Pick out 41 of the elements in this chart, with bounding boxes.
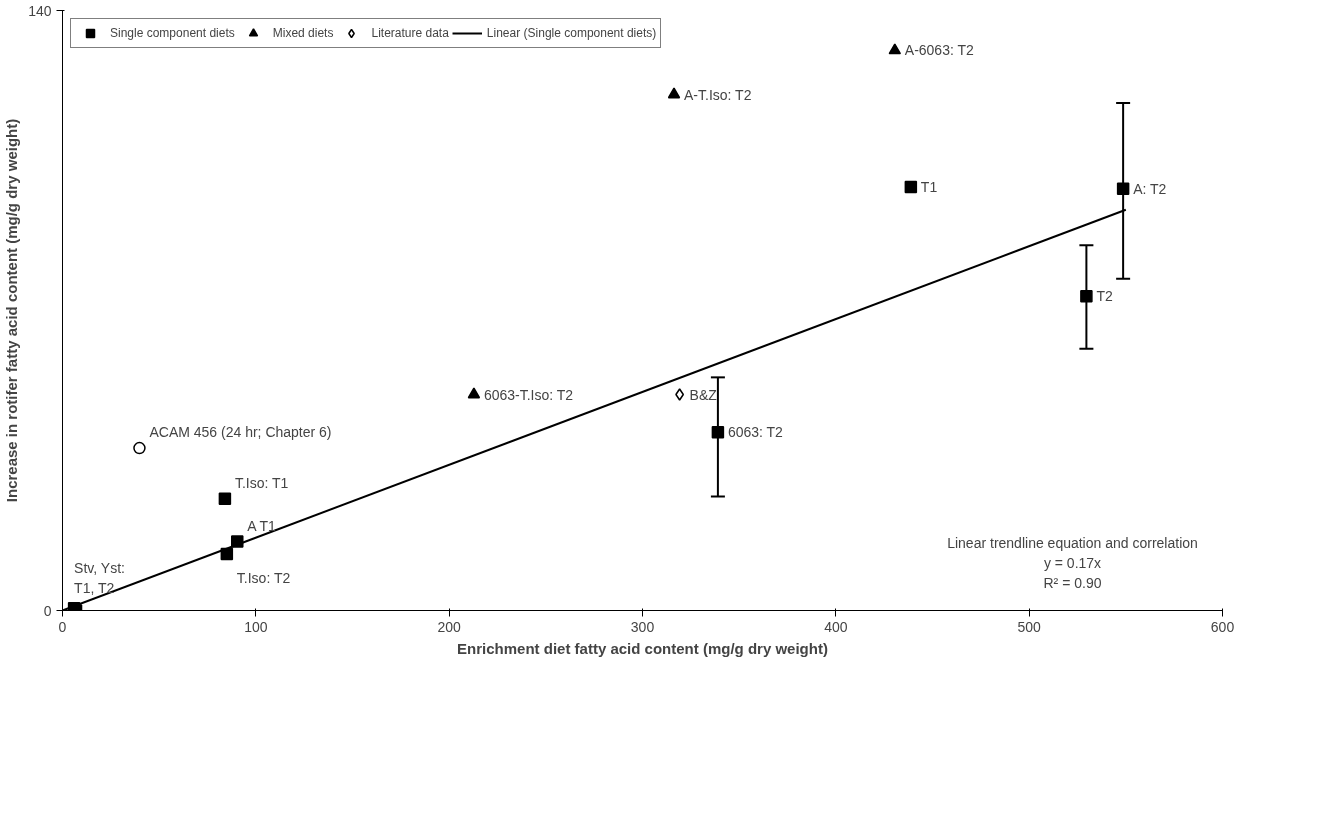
point xyxy=(904,180,918,194)
y-tick-label: 140 xyxy=(28,2,52,19)
annotation: T.Iso: T2 xyxy=(236,569,291,586)
point xyxy=(218,492,232,505)
point xyxy=(133,441,146,455)
point xyxy=(467,387,481,399)
annotation: T2 xyxy=(1096,288,1113,305)
point xyxy=(711,425,725,439)
legend-label: Mixed diets xyxy=(272,26,334,40)
annotation: Linear trendline equation and correlation xyxy=(947,534,1198,551)
annotation: y = 0.17x xyxy=(1043,554,1102,571)
y-axis-title: Increase in rotifer fatty acid content (mg/g dry weight) xyxy=(3,118,21,503)
point xyxy=(667,87,681,99)
annotation: ACAM 456 (24 hr; Chapter 6) xyxy=(149,424,332,441)
point xyxy=(675,388,685,401)
x-tick-label: 400 xyxy=(824,618,848,635)
annotation: R² = 0.90 xyxy=(1043,574,1102,591)
x-tick-label: 300 xyxy=(630,618,655,635)
x-tick-label: 500 xyxy=(1017,618,1042,635)
x-axis-title: Enrichment diet fatty acid content (mg/g dry weight) xyxy=(457,639,828,657)
annotation: A-T.Iso: T2 xyxy=(684,86,752,103)
point xyxy=(1080,290,1093,303)
annotation: 6063-T.Iso: T2 xyxy=(483,386,574,403)
annotation: T1 xyxy=(920,179,938,196)
annotation: T.Iso: T1 xyxy=(234,474,289,491)
annotation: A: T2 xyxy=(1133,180,1167,197)
x-tick-label: 600 xyxy=(1210,618,1235,635)
annotation: A T1 xyxy=(247,517,277,534)
legend-label: Linear (Single component diets) xyxy=(486,26,657,40)
annotation: 6063: T2 xyxy=(727,424,784,441)
point xyxy=(888,43,902,55)
annotation: B&Z xyxy=(689,386,718,403)
point xyxy=(231,535,244,548)
annotation: Stv, Yst: T1, T2 xyxy=(74,560,125,597)
legend-label: Single component diets xyxy=(110,26,235,40)
x-tick-label: 200 xyxy=(437,618,462,635)
annotation: A-6063: T2 xyxy=(904,42,975,59)
x-tick-label: 100 xyxy=(244,618,268,635)
point xyxy=(1116,182,1130,196)
legend-label: Literature data xyxy=(371,26,449,40)
x-tick-label: 0 xyxy=(58,618,67,635)
